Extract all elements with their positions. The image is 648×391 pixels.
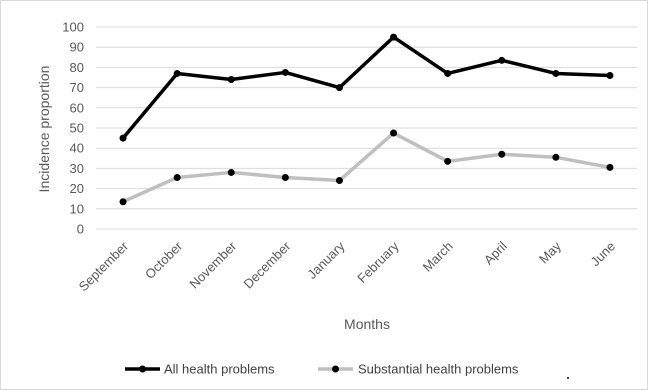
- legend: All health problems Substantial health pr…: [125, 362, 519, 377]
- y-tick-label: 10: [70, 201, 84, 216]
- data-point: [552, 69, 560, 77]
- data-point: [390, 33, 398, 41]
- data-point: [606, 163, 614, 171]
- x-tick-label: December: [240, 238, 293, 291]
- y-tick-label: 0: [77, 222, 84, 237]
- legend-marker: [332, 365, 339, 373]
- x-tick-label: November: [186, 238, 239, 291]
- legend-label: All health problems: [164, 362, 275, 377]
- data-point: [173, 173, 181, 181]
- x-tick-label: June: [588, 239, 619, 270]
- y-tick-label: 20: [70, 181, 84, 196]
- x-tick-label: September: [76, 238, 132, 294]
- y-axis-ticks: 0 10 20 30 40 50 60 70 80 90 100: [62, 20, 84, 237]
- series-line: [121, 35, 611, 140]
- x-tick-label: October: [142, 238, 186, 282]
- data-point: [173, 69, 181, 77]
- y-tick-label: 90: [70, 40, 84, 55]
- data-point: [390, 129, 398, 137]
- x-tick-label: May: [536, 238, 564, 266]
- gridlines: [96, 26, 637, 230]
- data-point: [498, 56, 506, 64]
- data-point: [281, 173, 289, 181]
- data-point: [335, 84, 343, 92]
- y-tick-label: 80: [70, 60, 84, 75]
- y-tick-label: 100: [62, 20, 84, 35]
- data-point: [335, 177, 343, 185]
- y-tick-label: 50: [70, 121, 84, 136]
- x-tick-label: April: [481, 238, 510, 267]
- data-point: [498, 150, 506, 158]
- y-tick-label: 70: [70, 80, 84, 95]
- y-tick-label: 60: [70, 100, 84, 115]
- data-point: [552, 153, 560, 161]
- x-axis-title: Months: [344, 316, 390, 332]
- y-axis-title: Incidence proportion: [36, 66, 52, 193]
- data-point: [444, 157, 452, 165]
- x-tick-label: January: [304, 238, 348, 282]
- data-point: [227, 76, 235, 84]
- data-point: [606, 71, 614, 79]
- x-tick-label: February: [354, 238, 402, 286]
- data-point: [227, 168, 235, 176]
- data-point: [119, 134, 127, 142]
- stray-dot: [567, 377, 569, 379]
- legend-marker: [139, 365, 146, 373]
- y-tick-label: 30: [70, 161, 84, 176]
- series-line: [122, 131, 611, 204]
- y-tick-label: 40: [70, 141, 84, 156]
- data-point: [119, 198, 127, 206]
- legend-label: Substantial health problems: [358, 362, 519, 377]
- x-axis-ticks: September October November December January F…: [76, 238, 618, 294]
- x-tick-label: March: [420, 239, 456, 275]
- data-point: [444, 69, 452, 77]
- series-lines: [119, 33, 614, 206]
- data-point: [281, 68, 289, 76]
